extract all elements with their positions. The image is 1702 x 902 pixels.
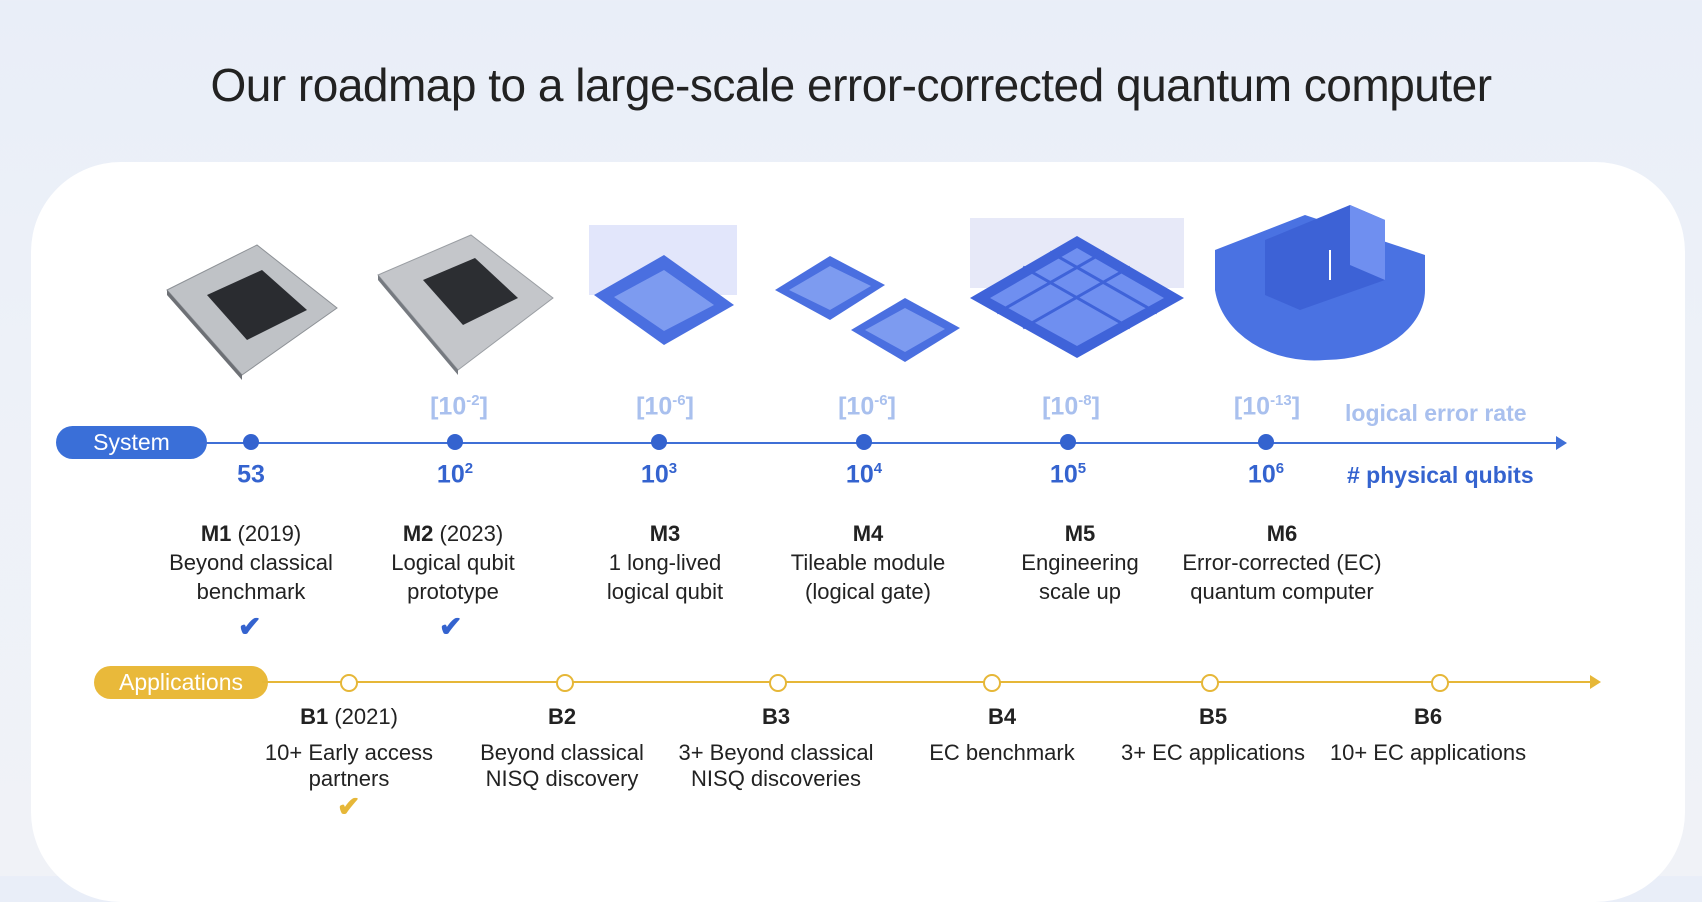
application-code: B5 (1198, 704, 1228, 729)
milestone-m6: M6 Error-corrected (EC) quantum computer (1152, 519, 1412, 606)
error-rate-m3: [10-6] (636, 392, 694, 421)
milestone-code: M4 (852, 521, 884, 546)
milestone-desc-line1: 1 long-lived (608, 550, 722, 575)
milestone-desc-line1: Error-corrected (EC) (1182, 550, 1382, 575)
page-title: Our roadmap to a large-scale error-corre… (210, 59, 1492, 111)
milestone-m5: M5 Engineering scale up (960, 519, 1200, 606)
milestone-dot-m4 (856, 434, 872, 450)
application-b4: B4 EC benchmark (882, 704, 1122, 766)
milestone-dot-m5 (1060, 434, 1076, 450)
app-dot-b2 (556, 674, 574, 692)
milestone-code: M6 (1266, 521, 1298, 546)
application-code: B6 (1413, 704, 1443, 729)
m2-chip-image (377, 234, 554, 375)
milestone-code: M1 (200, 521, 232, 546)
milestone-desc-line2: (logical gate) (805, 579, 931, 604)
qubits-m4: 104 (845, 460, 883, 489)
app-dot-b5 (1201, 674, 1219, 692)
milestone-dot-m3 (651, 434, 667, 450)
error-rate-m4: [10-6] (838, 392, 896, 421)
milestone-desc-line1: Logical qubit (391, 550, 515, 575)
milestone-desc-line2: scale up (1039, 579, 1121, 604)
application-b3: B3 3+ Beyond classical NISQ discoveries (656, 704, 896, 792)
milestone-code: M2 (402, 521, 434, 546)
app-dot-b3 (769, 674, 787, 692)
milestone-code: M3 (649, 521, 681, 546)
milestone-m3: M3 1 long-lived logical qubit (545, 519, 785, 606)
application-b1: B1 (2021) 10+ Early access partners (229, 704, 469, 792)
system-arrow-icon (1556, 436, 1567, 450)
m2-done-check-icon: ✔ (439, 611, 463, 642)
milestone-code: M5 (1064, 521, 1096, 546)
app-dot-b6 (1431, 674, 1449, 692)
application-code: B3 (761, 704, 791, 729)
application-year: (2021) (334, 704, 398, 729)
application-code: B2 (547, 704, 577, 729)
application-desc-line2: NISQ discovery (485, 766, 639, 791)
application-desc-line1: 3+ Beyond classical (678, 740, 874, 765)
application-b5: B5 3+ EC applications (1093, 704, 1333, 766)
milestone-desc-line2: logical qubit (606, 579, 724, 604)
qubits-m1: 53 (237, 460, 265, 489)
m3-module-image (589, 225, 737, 345)
system-label: System (56, 426, 207, 459)
milestone-desc-line2: benchmark (196, 579, 306, 604)
milestone-m2: M2 (2023) Logical qubit prototype (333, 519, 573, 606)
application-desc-line1: 10+ Early access (264, 740, 434, 765)
milestone-year: (2023) (439, 521, 504, 546)
application-desc-line1: 3+ EC applications (1120, 740, 1306, 765)
applications-label: Applications (94, 666, 268, 699)
milestone-desc-line1: Tileable module (790, 550, 946, 575)
app-dot-b1 (340, 674, 358, 692)
sycamore-chip-image (166, 244, 338, 380)
application-desc-line1: 10+ EC applications (1329, 740, 1527, 765)
qubits-m5: 105 (1049, 460, 1087, 489)
m1-done-check-icon: ✔ (238, 611, 262, 642)
application-desc-line2: NISQ discoveries (691, 766, 861, 791)
milestone-desc-line1: Beyond classical (169, 550, 333, 575)
milestone-year: (2019) (237, 521, 302, 546)
application-code: B1 (300, 704, 329, 729)
m4-module-image (775, 256, 960, 362)
milestone-dot-m2 (447, 434, 463, 450)
application-code: B4 (987, 704, 1017, 729)
b1-done-check-icon: ✔ (337, 791, 361, 822)
milestone-dot-m1 (243, 434, 259, 450)
legend-physical-qubits: # physical qubits (1347, 462, 1534, 488)
error-rate-m6: [10-13] (1233, 392, 1301, 421)
error-rate-m2: [10-2] (430, 392, 488, 421)
qubits-m3: 103 (640, 460, 678, 489)
application-b2: B2 Beyond classical NISQ discovery (442, 704, 682, 792)
milestone-desc-line2: prototype (407, 579, 499, 604)
app-dot-b4 (983, 674, 1001, 692)
milestone-m1: M1 (2019) Beyond classical benchmark (131, 519, 371, 606)
application-desc-line1: EC benchmark (929, 740, 1075, 765)
applications-arrow-icon (1590, 675, 1601, 689)
m6-quantum-computer-image (1215, 205, 1425, 361)
legend-error-rate: logical error rate (1345, 400, 1527, 426)
milestone-desc-line1: Engineering (1021, 550, 1139, 575)
application-desc-line1: Beyond classical (480, 740, 644, 765)
qubits-m6: 106 (1247, 460, 1285, 489)
applications-timeline (262, 681, 1592, 683)
milestone-dot-m6 (1258, 434, 1274, 450)
milestone-m4: M4 Tileable module (logical gate) (748, 519, 988, 606)
error-rate-m5: [10-8] (1042, 392, 1100, 421)
system-timeline (200, 442, 1560, 444)
m5-array-image (970, 218, 1184, 358)
milestone-desc-line2: quantum computer (1190, 579, 1374, 604)
application-desc-line2: partners (308, 766, 390, 791)
application-b6: B6 10+ EC applications (1308, 704, 1548, 766)
qubits-m2: 102 (436, 460, 474, 489)
